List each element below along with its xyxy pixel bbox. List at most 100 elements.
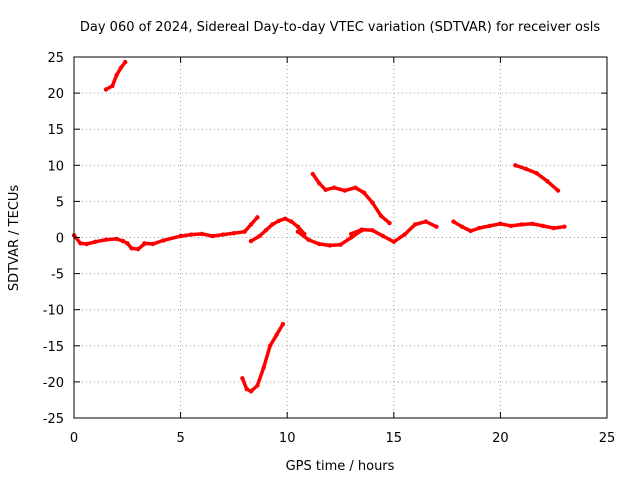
data-point bbox=[412, 222, 418, 227]
y-tick-label: 25 bbox=[47, 51, 64, 66]
data-point bbox=[402, 232, 407, 237]
data-point bbox=[267, 343, 273, 348]
data-point bbox=[349, 235, 354, 240]
x-tick-label: 10 bbox=[279, 431, 296, 446]
data-point bbox=[210, 233, 215, 239]
x-tick-label: 15 bbox=[386, 431, 403, 446]
data-point bbox=[545, 179, 550, 184]
data-point bbox=[540, 223, 546, 229]
data-point bbox=[103, 237, 109, 242]
x-tick-label: 25 bbox=[599, 431, 616, 446]
data-point bbox=[361, 190, 367, 195]
y-ticks: 25 20 15 10 5 0 -5 -10 -15 -20 -25 bbox=[43, 51, 607, 427]
data-point bbox=[261, 365, 266, 370]
data-point bbox=[391, 239, 396, 244]
series-line-sat-c-upper bbox=[513, 163, 560, 193]
data-point bbox=[242, 229, 247, 234]
data-point bbox=[103, 87, 109, 92]
data-point bbox=[120, 238, 126, 244]
grid-lines bbox=[74, 57, 607, 418]
data-point bbox=[295, 224, 301, 229]
data-point bbox=[114, 72, 119, 78]
data-point bbox=[276, 218, 281, 224]
data-point bbox=[370, 228, 375, 233]
data-point bbox=[380, 233, 386, 239]
y-axis-label: SDTVAR / TECUs bbox=[7, 185, 22, 292]
y-tick-label: 10 bbox=[47, 159, 64, 174]
data-point bbox=[317, 241, 322, 247]
data-point bbox=[359, 227, 364, 232]
data-point bbox=[231, 231, 237, 236]
data-point bbox=[280, 321, 286, 327]
data-point bbox=[508, 223, 514, 229]
data-point bbox=[221, 232, 226, 237]
series-line-main-0-3 bbox=[72, 233, 147, 251]
data-point bbox=[534, 171, 539, 176]
y-tick-label: -5 bbox=[51, 268, 64, 283]
data-point bbox=[378, 213, 384, 218]
data-point bbox=[551, 225, 556, 231]
y-tick-label: -10 bbox=[43, 304, 64, 319]
data-point bbox=[342, 188, 347, 193]
data-point bbox=[199, 231, 205, 237]
data-point bbox=[423, 219, 428, 224]
data-point bbox=[123, 59, 128, 65]
y-tick-label: 5 bbox=[56, 195, 64, 210]
y-tick-label: 15 bbox=[47, 123, 64, 138]
data-point bbox=[263, 228, 269, 233]
data-point bbox=[129, 246, 134, 251]
data-point bbox=[523, 166, 529, 172]
data-point bbox=[135, 246, 141, 252]
data-point bbox=[270, 222, 275, 227]
data-point bbox=[338, 242, 343, 247]
data-point bbox=[178, 233, 183, 239]
data-point bbox=[434, 224, 439, 229]
data-point bbox=[161, 238, 166, 243]
x-tick-label: 0 bbox=[70, 431, 78, 446]
data-point bbox=[84, 241, 90, 247]
data-point bbox=[248, 222, 254, 227]
data-point bbox=[476, 225, 482, 231]
data-point bbox=[118, 65, 124, 71]
data-point bbox=[240, 376, 245, 381]
plot-frame bbox=[73, 56, 608, 419]
data-point bbox=[93, 239, 98, 244]
data-point bbox=[353, 185, 358, 190]
x-tick-label: 5 bbox=[176, 431, 184, 446]
data-point bbox=[255, 215, 260, 220]
y-tick-label: -15 bbox=[43, 340, 64, 355]
data-point bbox=[323, 187, 328, 192]
data-point bbox=[451, 219, 456, 224]
series-group bbox=[71, 59, 567, 394]
data-point bbox=[110, 83, 115, 89]
data-point bbox=[78, 241, 83, 246]
x-ticks: 0 5 10 15 20 25 bbox=[70, 57, 615, 446]
series-line-sat-b-upper bbox=[311, 172, 392, 225]
data-point bbox=[125, 241, 130, 246]
data-point bbox=[310, 171, 315, 177]
data-point bbox=[349, 231, 354, 237]
data-point bbox=[244, 386, 249, 392]
data-point bbox=[248, 238, 254, 244]
data-point bbox=[289, 219, 294, 224]
chart-title: Day 060 of 2024, Sidereal Day-to-day VTE… bbox=[80, 20, 600, 35]
data-point bbox=[189, 232, 194, 237]
data-point bbox=[487, 223, 492, 229]
data-point bbox=[114, 236, 119, 242]
data-point bbox=[142, 241, 147, 246]
y-tick-label: 0 bbox=[56, 232, 64, 247]
series-line-main-13-17 bbox=[349, 219, 439, 244]
y-tick-label: -20 bbox=[43, 376, 64, 391]
data-point bbox=[274, 332, 279, 338]
data-point bbox=[248, 389, 254, 394]
data-point bbox=[387, 220, 392, 226]
data-point bbox=[257, 233, 262, 239]
data-point bbox=[562, 224, 567, 229]
x-tick-label: 20 bbox=[492, 431, 509, 446]
data-point bbox=[498, 221, 503, 226]
data-point bbox=[282, 216, 288, 221]
x-axis-label: GPS time / hours bbox=[286, 459, 395, 474]
data-point bbox=[255, 383, 260, 388]
data-point bbox=[331, 185, 337, 190]
data-point bbox=[530, 221, 535, 226]
